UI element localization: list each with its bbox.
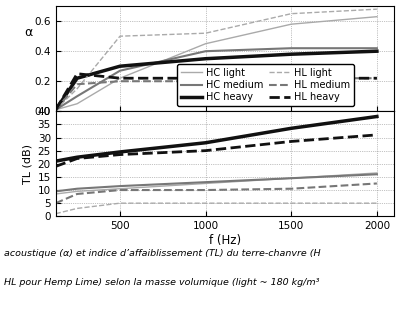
X-axis label: f (Hz): f (Hz): [209, 234, 241, 247]
Y-axis label: TL (dB): TL (dB): [22, 144, 32, 184]
Y-axis label: α: α: [25, 26, 33, 39]
Legend: HC light, HC medium, HC heavy, HL light, HL medium, HL heavy: HC light, HC medium, HC heavy, HL light,…: [177, 64, 354, 106]
Text: HL pour Hemp Lime) selon la masse volumique (light ~ 180 kg/m³: HL pour Hemp Lime) selon la masse volumi…: [4, 278, 319, 287]
Text: acoustique (α) et indice d’affaiblissement (TL) du terre-chanvre (H: acoustique (α) et indice d’affaiblisseme…: [4, 249, 321, 258]
